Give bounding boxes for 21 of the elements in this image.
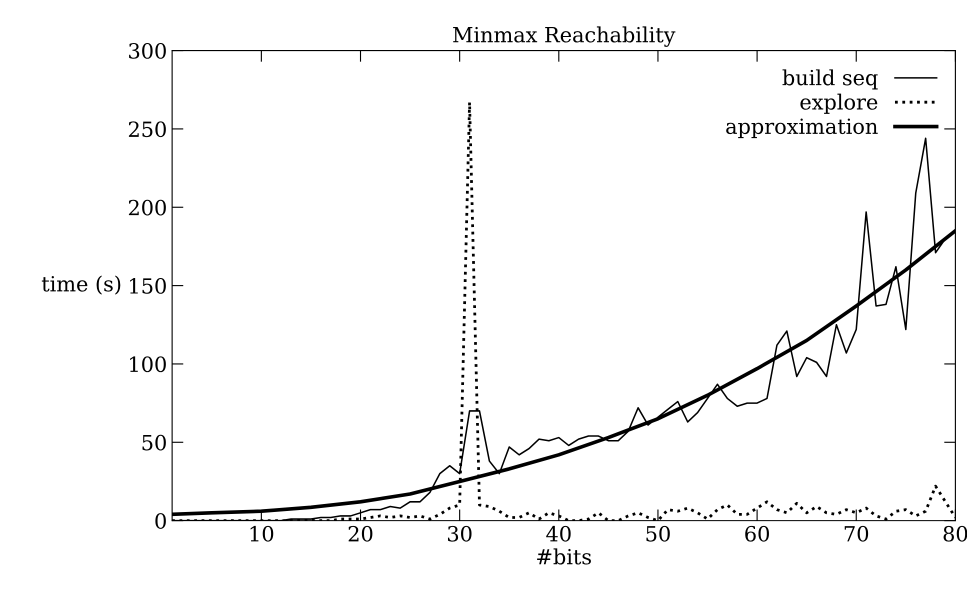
x-tick-label: 70: [844, 526, 868, 542]
x-tick-label: 30: [448, 526, 472, 542]
x-tick-label: 80: [944, 526, 967, 542]
y-tick-label: 100: [130, 356, 166, 372]
y-tick-label: 150: [130, 278, 166, 294]
x-axis-title: #bits: [537, 548, 591, 565]
x-tick-label: 50: [646, 526, 670, 542]
legend-label: build seq: [782, 69, 878, 90]
y-tick-label: 300: [129, 43, 166, 59]
chart-title: Minmax Reachability: [453, 26, 676, 47]
x-tick-label: 10: [250, 526, 274, 542]
legend-label: explore: [800, 94, 878, 114]
x-tick-label: 60: [745, 526, 769, 542]
x-tick-label: 20: [348, 526, 372, 542]
x-tick-label: 40: [546, 526, 571, 542]
y-tick-label: 200: [128, 200, 166, 216]
y-tick-label: 250: [128, 121, 166, 138]
legend-label: approximation: [726, 118, 878, 138]
y-tick-label: 0: [155, 513, 166, 529]
y-axis-title: time (s): [42, 276, 120, 295]
y-tick-label: 50: [142, 434, 166, 450]
